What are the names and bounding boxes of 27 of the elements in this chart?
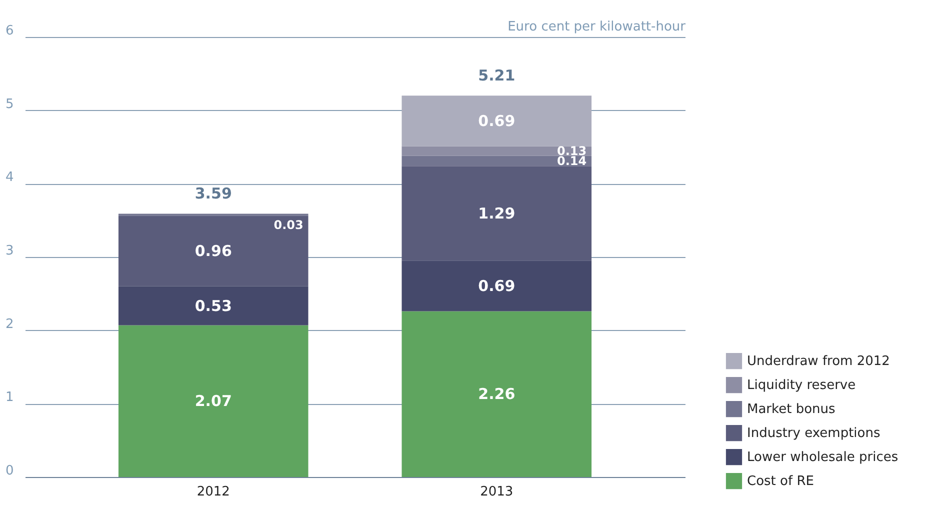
y-tick-label: 2 [6, 316, 14, 332]
legend-label: Cost of RE [747, 474, 814, 489]
legend-label: Lower wholesale prices [747, 450, 898, 465]
data-label: 1.29 [478, 204, 516, 222]
x-tick-label: 2012 [196, 484, 230, 500]
data-label: 0.53 [194, 296, 232, 315]
x-tick-label: 2013 [480, 484, 514, 500]
y-tick-label: 3 [6, 244, 14, 258]
data-label: 2.07 [194, 392, 232, 410]
legend-label: Liquidity reserve [747, 378, 856, 393]
y-axis-title: Euro cent per kilowatt-hour [508, 20, 686, 34]
total-label: 3.59 [194, 184, 232, 203]
legend-label: Industry exemptions [747, 426, 880, 441]
legend-label: Market bonus [747, 402, 836, 417]
y-tick-label: 6 [6, 24, 14, 38]
total-label: 5.21 [478, 66, 516, 85]
y-tick-label: 5 [6, 96, 14, 112]
y-tick-label: 0 [6, 464, 14, 478]
data-label: 0.03 [274, 218, 304, 232]
data-label: 2.26 [478, 385, 516, 404]
y-tick-label: 1 [6, 390, 14, 406]
data-label: 0.14 [557, 154, 587, 168]
legend-label: Underdraw from 2012 [747, 354, 890, 369]
data-label: 0.69 [478, 276, 516, 295]
data-label: 0.69 [478, 112, 516, 130]
y-tick-label: 4 [6, 170, 14, 186]
data-label: 0.96 [194, 242, 232, 260]
